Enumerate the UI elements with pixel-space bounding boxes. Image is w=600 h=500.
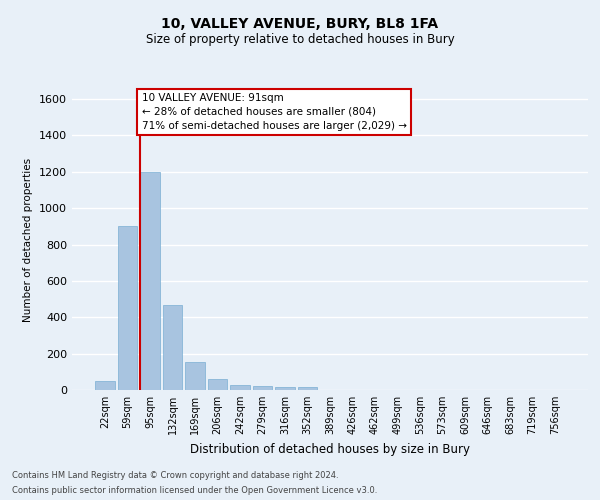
Text: 10, VALLEY AVENUE, BURY, BL8 1FA: 10, VALLEY AVENUE, BURY, BL8 1FA [161, 18, 439, 32]
Text: 10 VALLEY AVENUE: 91sqm
← 28% of detached houses are smaller (804)
71% of semi-d: 10 VALLEY AVENUE: 91sqm ← 28% of detache… [142, 92, 407, 130]
Bar [163, 304, 182, 390]
Text: Size of property relative to detached houses in Bury: Size of property relative to detached ho… [146, 32, 454, 46]
Text: Contains public sector information licensed under the Open Government Licence v3: Contains public sector information licen… [12, 486, 377, 495]
Bar [298, 388, 317, 390]
Bar [208, 379, 227, 390]
Y-axis label: Number of detached properties: Number of detached properties [23, 158, 34, 322]
X-axis label: Distribution of detached houses by size in Bury: Distribution of detached houses by size … [190, 442, 470, 456]
Bar [118, 226, 137, 390]
Bar [95, 381, 115, 390]
Bar [185, 362, 205, 390]
Bar [253, 386, 272, 390]
Text: Contains HM Land Registry data © Crown copyright and database right 2024.: Contains HM Land Registry data © Crown c… [12, 471, 338, 480]
Bar [140, 172, 160, 390]
Bar [230, 384, 250, 390]
Bar [275, 386, 295, 390]
